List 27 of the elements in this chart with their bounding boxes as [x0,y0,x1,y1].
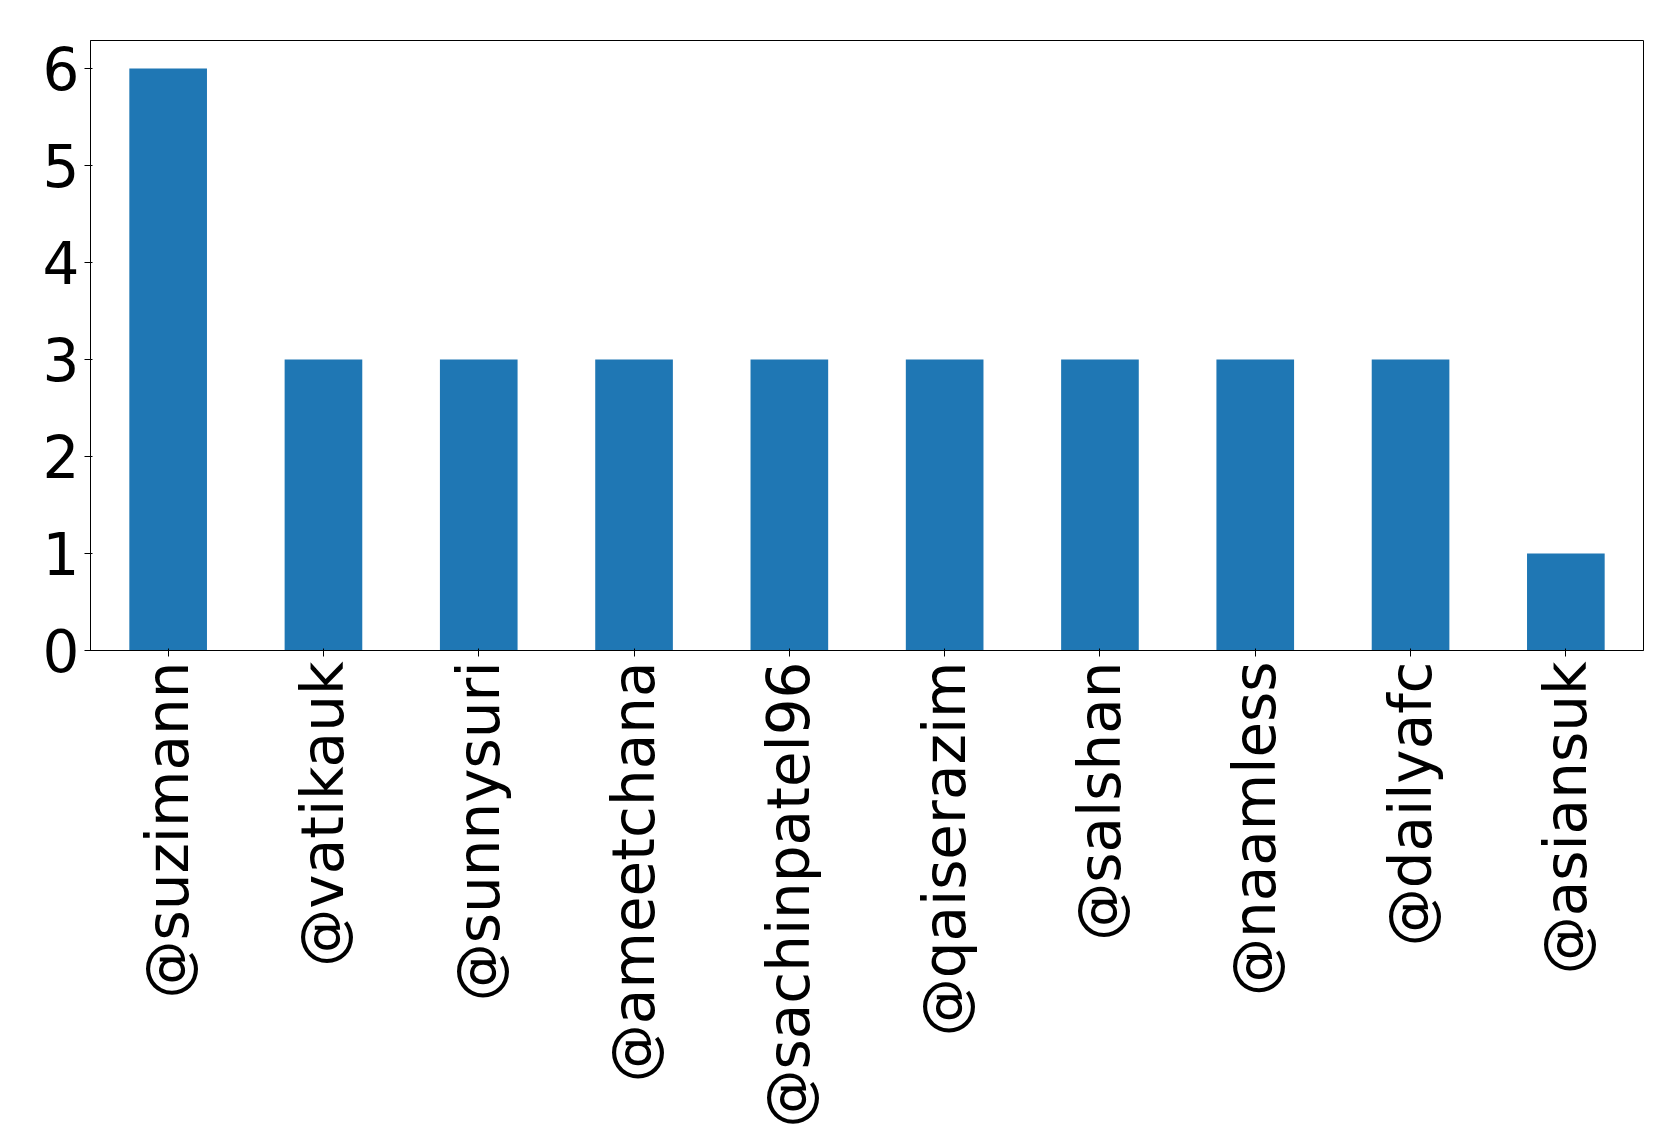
y-tick-label: 3 [42,327,80,396]
y-tick-label: 0 [42,618,80,686]
bar [1216,359,1295,651]
x-tick-label: @qaiserazim [910,661,979,1037]
bar [284,359,363,651]
y-tick-label: 2 [42,424,80,493]
bar [595,359,673,651]
y-tick-label: 5 [42,133,80,202]
x-tick-label: @dailyafc [1376,661,1445,947]
bar [905,359,984,651]
bar [750,359,829,651]
bar [1371,359,1450,651]
x-tick-label: @sachinpatel96 [755,661,824,1128]
y-tick-label: 1 [42,521,80,590]
x-tick-label: @asiansuk [1531,661,1600,975]
bar [129,68,207,651]
x-tick-label: @vatikauk [289,661,358,967]
bar [1061,359,1139,651]
x-tick-label: @sunnysuri [444,661,513,1002]
bar [439,359,518,651]
y-tick-label: 6 [42,36,80,105]
x-tick-label: @ameetchana [600,661,669,1083]
y-tick-label: 4 [42,230,80,299]
x-tick-label: @salshan [1065,661,1134,941]
x-tick-label: @suzimann [134,661,203,999]
bar [1527,553,1605,651]
x-tick-label: @naamless [1221,661,1290,997]
